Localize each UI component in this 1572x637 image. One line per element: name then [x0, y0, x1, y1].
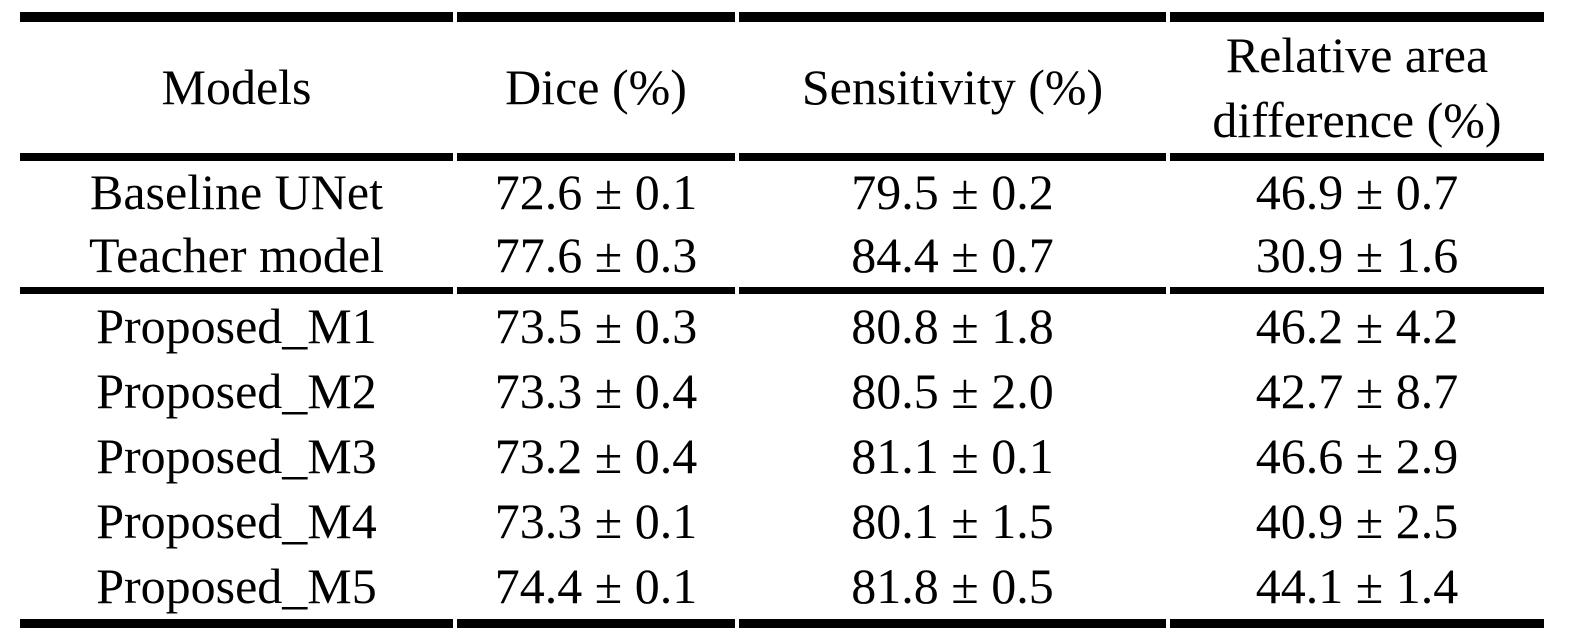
cell-model: Teacher model — [20, 224, 453, 294]
cell-model: Proposed_M3 — [96, 428, 377, 484]
cell-sensitivity: 80.5 ± 2.0 — [851, 363, 1054, 419]
cell-sensitivity: 79.5 ± 0.2 — [851, 164, 1054, 220]
table-row: Proposed_M4 73.3 ± 0.1 80.1 ± 1.5 40.9 ±… — [20, 489, 1544, 554]
cell-relative-area-difference: 46.6 ± 2.9 — [1255, 428, 1459, 484]
cell-model: Proposed_M1 — [96, 298, 377, 354]
results-table: Models Dice (%) Sensitivity (%) Relative… — [16, 12, 1548, 628]
cell-model: Proposed_M4 — [96, 493, 377, 549]
baseline-rows-group: Baseline UNet 72.6 ± 0.1 79.5 ± 0.2 46.9… — [20, 161, 1544, 294]
header-row: Models Dice (%) Sensitivity (%) Relative… — [20, 12, 1544, 161]
cell-dice: 77.6 ± 0.3 — [457, 224, 735, 294]
cell-sensitivity: 81.8 ± 0.5 — [739, 554, 1166, 628]
table-header: Models Dice (%) Sensitivity (%) Relative… — [20, 12, 1544, 161]
table-row: Teacher model 77.6 ± 0.3 84.4 ± 0.7 30.9… — [20, 224, 1544, 294]
cell-relative-area-difference: 46.2 ± 4.2 — [1255, 298, 1459, 354]
cell-dice: 72.6 ± 0.1 — [494, 164, 698, 220]
cell-dice: 73.2 ± 0.4 — [494, 428, 698, 484]
cell-relative-area-difference: 44.1 ± 1.4 — [1170, 554, 1544, 628]
col-header-rad-line1: Relative area — [1225, 26, 1489, 83]
table-row: Baseline UNet 72.6 ± 0.1 79.5 ± 0.2 46.9… — [20, 161, 1544, 224]
table-row: Proposed_M2 73.3 ± 0.4 80.5 ± 2.0 42.7 ±… — [20, 359, 1544, 424]
cell-sensitivity: 80.8 ± 1.8 — [851, 298, 1054, 354]
cell-model: Proposed_M5 — [20, 554, 453, 628]
table-row: Proposed_M5 74.4 ± 0.1 81.8 ± 0.5 44.1 ±… — [20, 554, 1544, 628]
cell-dice: 74.4 ± 0.1 — [457, 554, 735, 628]
cell-relative-area-difference: 30.9 ± 1.6 — [1170, 224, 1544, 294]
cell-dice: 73.5 ± 0.3 — [494, 298, 698, 354]
cell-sensitivity: 81.1 ± 0.1 — [851, 428, 1054, 484]
cell-model: Baseline UNet — [90, 164, 383, 220]
col-header-dice: Dice (%) — [457, 12, 735, 161]
cell-sensitivity: 84.4 ± 0.7 — [739, 224, 1166, 294]
col-header-relative-area-difference: Relative area difference (%) — [1170, 12, 1544, 161]
table-row: Proposed_M1 73.5 ± 0.3 80.8 ± 1.8 46.2 ±… — [20, 294, 1544, 359]
table-row: Proposed_M3 73.2 ± 0.4 81.1 ± 0.1 46.6 ±… — [20, 424, 1544, 489]
col-header-rad-line2: difference (%) — [1212, 91, 1502, 148]
cell-model: Proposed_M2 — [96, 363, 377, 419]
col-header-sensitivity: Sensitivity (%) — [739, 12, 1166, 161]
cell-dice: 73.3 ± 0.1 — [494, 493, 698, 549]
proposed-rows-group: Proposed_M1 73.5 ± 0.3 80.8 ± 1.8 46.2 ±… — [20, 294, 1544, 628]
cell-dice: 73.3 ± 0.4 — [494, 363, 698, 419]
col-header-models: Models — [20, 12, 453, 161]
cell-sensitivity: 80.1 ± 1.5 — [851, 493, 1054, 549]
cell-relative-area-difference: 42.7 ± 8.7 — [1255, 363, 1459, 419]
cell-relative-area-difference: 46.9 ± 0.7 — [1255, 164, 1459, 220]
cell-relative-area-difference: 40.9 ± 2.5 — [1255, 493, 1459, 549]
